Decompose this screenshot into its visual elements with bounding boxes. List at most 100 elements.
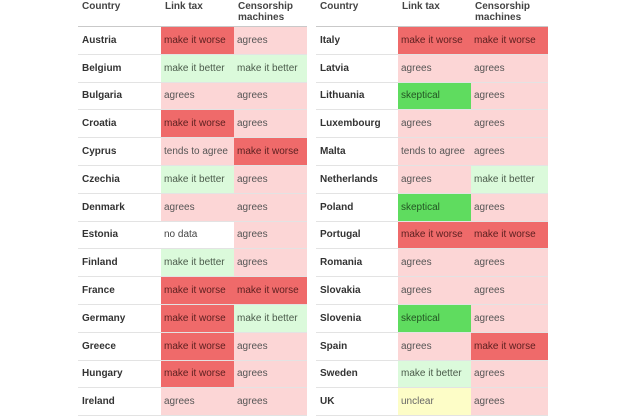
country-cell: Belgium xyxy=(78,54,161,82)
link-tax-cell: agrees xyxy=(398,277,471,304)
censorship-cell: agrees xyxy=(234,110,307,138)
link-tax-cell: make it worse xyxy=(161,277,234,304)
censorship-cell: agrees xyxy=(471,277,548,304)
link-tax-cell: skeptical xyxy=(398,304,471,332)
link-tax-cell: tends to agree xyxy=(398,138,471,165)
table-row: Germany make it worse make it better xyxy=(78,304,307,333)
table-row: Austria make it worse agrees xyxy=(78,27,307,55)
country-cell: Romania xyxy=(316,249,398,277)
header-country: Country xyxy=(316,0,398,26)
country-cell: UK xyxy=(316,388,398,416)
link-tax-cell: make it worse xyxy=(398,27,471,54)
table-row: Malta tends to agree agrees xyxy=(316,138,548,166)
country-cell: Germany xyxy=(78,304,161,332)
link-tax-cell: agrees xyxy=(398,332,471,360)
link-tax-cell: agrees xyxy=(161,193,234,221)
country-cell: Portugal xyxy=(316,221,398,249)
censorship-cell: agrees xyxy=(234,221,307,249)
censorship-cell: make it better xyxy=(234,304,307,332)
country-cell: Czechia xyxy=(78,165,161,193)
country-cell: Hungary xyxy=(78,360,161,388)
table-row: Estonia no data agrees xyxy=(78,221,307,250)
country-cell: Austria xyxy=(78,27,161,54)
country-cell: Denmark xyxy=(78,193,161,221)
country-cell: Italy xyxy=(316,27,398,54)
censorship-cell: agrees xyxy=(471,249,548,277)
table-row: Czechia make it better agrees xyxy=(78,165,307,194)
country-cell: Sweden xyxy=(316,360,398,388)
country-cell: Cyprus xyxy=(78,138,161,165)
link-tax-cell: make it worse xyxy=(161,27,234,54)
table-row: Portugal make it worse make it worse xyxy=(316,221,548,250)
table-row: Spain agrees make it worse xyxy=(316,332,548,361)
table-row: France make it worse make it worse xyxy=(78,277,307,305)
header-censorship: Censorship machines xyxy=(475,1,531,23)
country-cell: Estonia xyxy=(78,221,161,249)
link-tax-cell: agrees xyxy=(161,82,234,110)
censorship-cell: agrees xyxy=(471,360,548,388)
censorship-cell: agrees xyxy=(471,138,548,165)
country-cell: France xyxy=(78,277,161,304)
table-row: Italy make it worse make it worse xyxy=(316,27,548,55)
table-row: UK unclear agrees xyxy=(316,388,548,417)
table-body: Austria make it worse agrees Belgium make it… xyxy=(78,27,307,417)
link-tax-cell: agrees xyxy=(161,388,234,416)
table-row: Hungary make it worse agrees xyxy=(78,360,307,389)
country-cell: Spain xyxy=(316,332,398,360)
link-tax-cell: make it better xyxy=(161,54,234,82)
link-tax-cell: agrees xyxy=(398,54,471,82)
country-cell: Netherlands xyxy=(316,165,398,193)
censorship-cell: make it worse xyxy=(471,27,548,54)
censorship-cell: agrees xyxy=(471,54,548,82)
link-tax-cell: agrees xyxy=(398,110,471,138)
table-row: Bulgaria agrees agrees xyxy=(78,82,307,111)
country-cell: Slovenia xyxy=(316,304,398,332)
table-row: Lithuania skeptical agrees xyxy=(316,82,548,111)
table-header: Country Link tax Censorship machines xyxy=(316,0,548,27)
table-row: Belgium make it better make it better xyxy=(78,54,307,83)
censorship-cell: make it worse xyxy=(234,277,307,304)
link-tax-cell: make it better xyxy=(161,165,234,193)
country-cell: Ireland xyxy=(78,388,161,416)
country-cell: Bulgaria xyxy=(78,82,161,110)
country-cell: Lithuania xyxy=(316,82,398,110)
table-row: Croatia make it worse agrees xyxy=(78,110,307,139)
censorship-cell: agrees xyxy=(471,193,548,221)
link-tax-cell: make it worse xyxy=(398,221,471,249)
country-cell: Malta xyxy=(316,138,398,165)
link-tax-cell: agrees xyxy=(398,165,471,193)
censorship-cell: agrees xyxy=(471,82,548,110)
country-cell: Croatia xyxy=(78,110,161,138)
censorship-cell: agrees xyxy=(234,193,307,221)
censorship-cell: agrees xyxy=(234,165,307,193)
link-tax-cell: make it better xyxy=(398,360,471,388)
censorship-cell: agrees xyxy=(234,360,307,388)
censorship-cell: make it better xyxy=(471,165,548,193)
censorship-cell: agrees xyxy=(471,110,548,138)
link-tax-cell: make it worse xyxy=(161,110,234,138)
link-tax-cell: make it worse xyxy=(161,332,234,360)
country-cell: Luxembourg xyxy=(316,110,398,138)
link-tax-cell: skeptical xyxy=(398,193,471,221)
table-body: Italy make it worse make it worse Latvia agr… xyxy=(316,27,548,417)
link-tax-cell: agrees xyxy=(398,249,471,277)
table-row: Latvia agrees agrees xyxy=(316,54,548,83)
table-row: Netherlands agrees make it better xyxy=(316,165,548,194)
censorship-cell: agrees xyxy=(234,82,307,110)
censorship-cell: make it worse xyxy=(471,332,548,360)
link-tax-cell: unclear xyxy=(398,388,471,416)
header-link-tax: Link tax xyxy=(402,1,440,12)
table-row: Cyprus tends to agree make it worse xyxy=(78,138,307,166)
censorship-cell: agrees xyxy=(234,388,307,416)
link-tax-cell: skeptical xyxy=(398,82,471,110)
country-cell: Latvia xyxy=(316,54,398,82)
table-row: Luxembourg agrees agrees xyxy=(316,110,548,139)
censorship-cell: agrees xyxy=(234,332,307,360)
table-row: Romania agrees agrees xyxy=(316,249,548,278)
link-tax-cell: make it better xyxy=(161,249,234,277)
censorship-cell: agrees xyxy=(234,27,307,54)
country-cell: Finland xyxy=(78,249,161,277)
censorship-cell: agrees xyxy=(471,304,548,332)
table-row: Slovakia agrees agrees xyxy=(316,277,548,305)
censorship-cell: agrees xyxy=(234,249,307,277)
